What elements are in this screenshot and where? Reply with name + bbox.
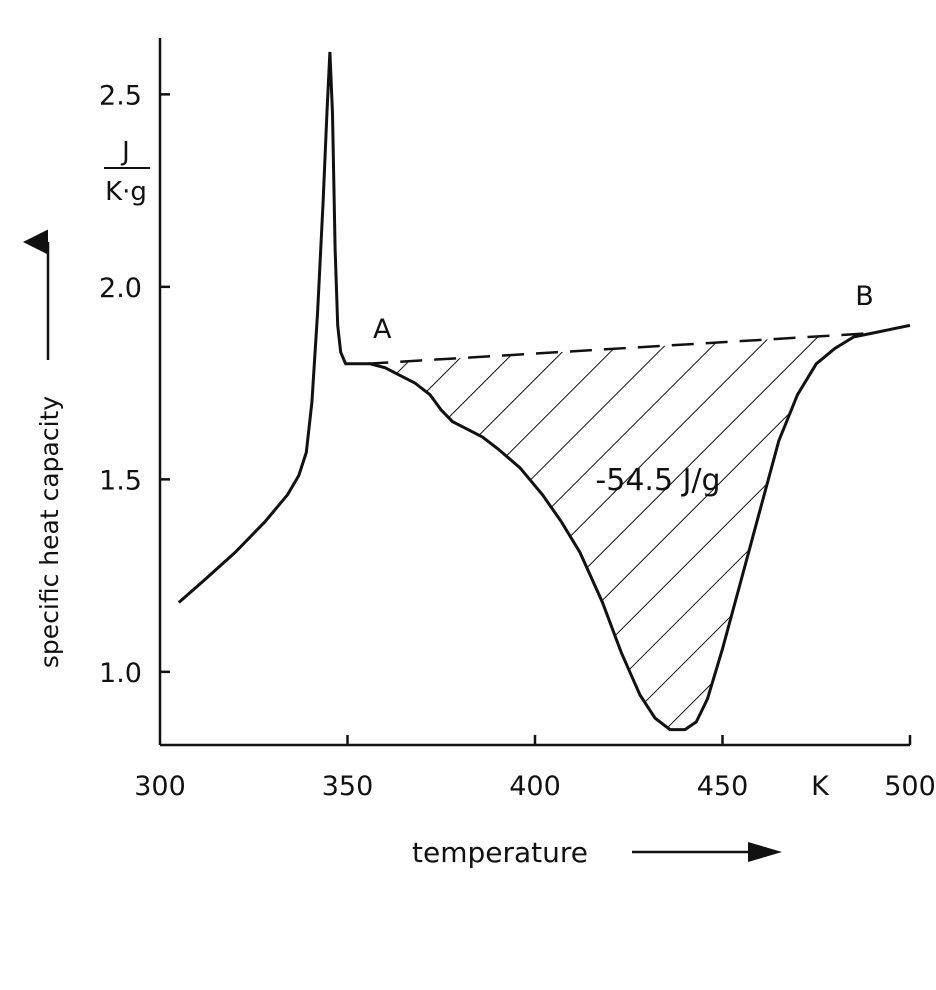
- y-tick-label: 2.5: [99, 80, 142, 111]
- point-label-a: A: [373, 314, 392, 345]
- point-labels: AB: [373, 281, 874, 345]
- y-unit-numerator: J: [120, 137, 130, 167]
- x-tick-label: 400: [509, 771, 561, 802]
- y-ticks: 1.0 1.5 2.0 2.5: [99, 80, 170, 689]
- baseline-dashed: [366, 331, 873, 366]
- x-ticks: 300 350 400 450 500: [134, 735, 936, 802]
- x-tick-label: 300: [134, 771, 186, 802]
- x-tick-label: 350: [322, 771, 374, 802]
- x-axis-label: temperature: [412, 836, 588, 869]
- point-label-b: B: [855, 281, 874, 312]
- y-unit-denominator: K·g: [105, 177, 147, 207]
- y-tick-label: 1.5: [99, 465, 142, 496]
- y-tick-label: 1.0: [99, 658, 142, 689]
- y-tick-label: 2.0: [99, 273, 142, 304]
- series-line: [177, 51, 911, 732]
- shaded-area-label: -54.5 J/g: [595, 463, 720, 498]
- x-tick-label: 500: [884, 771, 936, 802]
- x-arrow-head: [748, 842, 782, 862]
- x-tick-label: 450: [697, 771, 749, 802]
- y-axis-label: specific heat capacity: [35, 396, 64, 668]
- x-unit: K: [811, 771, 830, 802]
